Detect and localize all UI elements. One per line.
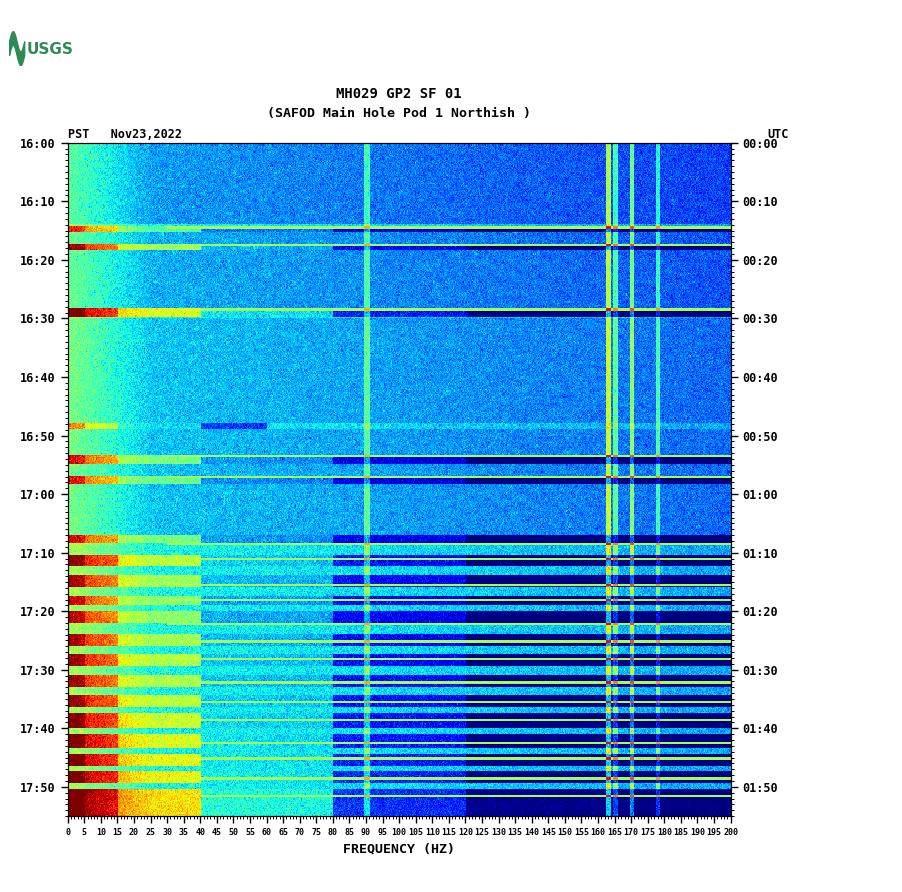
Text: PST   Nov23,2022: PST Nov23,2022 <box>68 128 181 141</box>
Text: MH029 GP2 SF 01: MH029 GP2 SF 01 <box>336 87 462 101</box>
Text: (SAFOD Main Hole Pod 1 Northish ): (SAFOD Main Hole Pod 1 Northish ) <box>267 107 531 120</box>
X-axis label: FREQUENCY (HZ): FREQUENCY (HZ) <box>343 843 456 855</box>
Text: USGS: USGS <box>26 42 73 57</box>
Text: UTC: UTC <box>768 128 789 141</box>
